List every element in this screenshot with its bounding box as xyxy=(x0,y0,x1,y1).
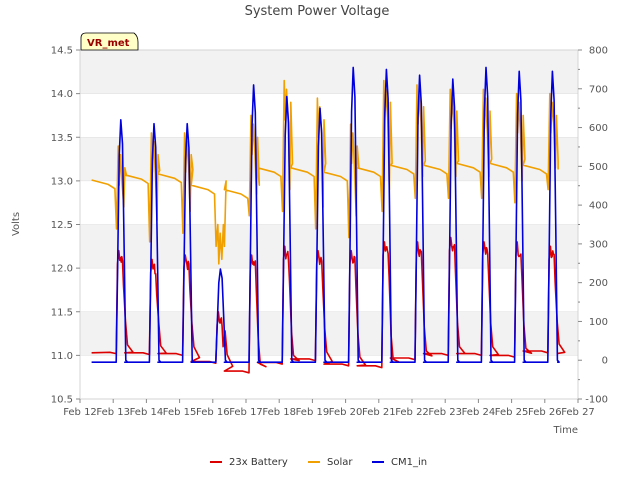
y-left-axis: 10.5 11.0 11.5 12.0 12.5 13.0 13.5 14.0 14.5 xyxy=(51,46,80,406)
series-line-cm1-in xyxy=(91,66,560,363)
legend: 23x Battery Solar CM1_in xyxy=(210,457,427,468)
x-tick-label: Feb 19 xyxy=(296,407,330,418)
x-axis-label: Time xyxy=(553,425,578,436)
grid-band xyxy=(80,224,578,269)
x-tick-label: Feb 24 xyxy=(462,407,496,418)
y-right-axis: -100 0 100 200 300 400 500 600 700 800 xyxy=(578,46,608,406)
y-right-tick-label: 800 xyxy=(589,46,608,57)
x-tick-label: Feb 14 xyxy=(130,407,164,418)
y-right-tick-label: 500 xyxy=(589,162,608,173)
legend-label: 23x Battery xyxy=(229,457,288,468)
x-tick-label: Feb 26 xyxy=(528,407,562,418)
x-tick-label: Feb 12 xyxy=(63,407,97,418)
grid-band xyxy=(80,311,578,356)
x-tick-label: Feb 27 xyxy=(561,407,595,418)
y-left-tick-label: 14.5 xyxy=(51,46,73,57)
grid-band xyxy=(80,50,578,94)
y-left-tick-label: 13.0 xyxy=(51,176,73,187)
grid-bands xyxy=(80,50,578,400)
y-left-tick-label: 10.5 xyxy=(51,395,73,406)
x-tick-label: Feb 23 xyxy=(428,407,462,418)
y-left-tick-label: 12.0 xyxy=(51,264,73,275)
y-right-tick-label: 600 xyxy=(589,123,608,134)
x-tick-label: Feb 20 xyxy=(329,407,363,418)
y-right-tick-label: 400 xyxy=(589,201,608,212)
y-left-tick-label: 12.5 xyxy=(51,220,73,231)
y-right-tick-label: 100 xyxy=(589,317,608,328)
y-axis-label: Volts xyxy=(11,212,22,236)
legend-label: CM1_in xyxy=(391,457,427,468)
x-tick-label: Feb 17 xyxy=(229,407,263,418)
y-right-tick-label: 700 xyxy=(589,84,608,95)
y-left-tick-label: 13.5 xyxy=(51,133,73,144)
y-right-tick-label: -100 xyxy=(585,395,608,406)
x-tick-label: Feb 25 xyxy=(495,407,529,418)
x-axis: Feb 12 Feb 13 Feb 14 Feb 15 Feb 16 Feb 17 Feb … xyxy=(63,399,595,418)
y-left-tick-label: 11.0 xyxy=(51,351,73,362)
series-lines xyxy=(91,66,566,374)
vr-met-badge: VR_met xyxy=(80,32,139,51)
y-right-tick-label: 200 xyxy=(589,278,608,289)
y-left-tick-label: 14.0 xyxy=(51,89,73,100)
x-tick-label: Feb 22 xyxy=(395,407,429,418)
x-tick-label: Feb 16 xyxy=(196,407,230,418)
y-left-tick-label: 11.5 xyxy=(51,307,73,318)
badge-shape xyxy=(80,32,139,51)
x-tick-label: Feb 21 xyxy=(362,407,396,418)
x-tick-label: Feb 18 xyxy=(262,407,296,418)
x-tick-label: Feb 15 xyxy=(163,407,197,418)
y-right-tick-label: 300 xyxy=(589,239,608,250)
y-right-tick-label: 0 xyxy=(602,356,608,367)
x-tick-label: Feb 13 xyxy=(96,407,130,418)
legend-label: Solar xyxy=(327,457,353,468)
chart-title: System Power Voltage xyxy=(245,4,390,19)
badge-text: VR_met xyxy=(87,38,130,49)
series-line-23x-battery xyxy=(91,236,566,374)
